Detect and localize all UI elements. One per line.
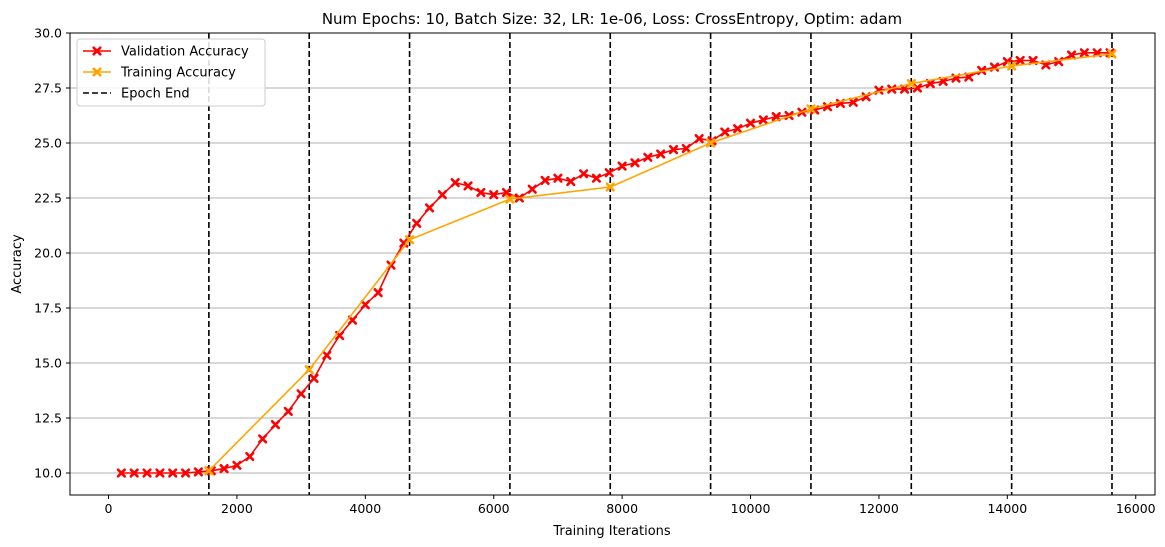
training-point-2 xyxy=(304,364,314,375)
axes-frame xyxy=(69,32,1156,496)
validation-point-45 xyxy=(681,143,691,154)
x-tick-label-4: 8000 xyxy=(606,501,638,516)
validation-point-20 xyxy=(360,300,370,310)
legend-validation-marker xyxy=(92,46,102,56)
y-tick-label-0: 10.0 xyxy=(34,466,62,481)
validation-point-51 xyxy=(758,115,768,125)
validation-point-14 xyxy=(283,406,293,417)
validation-point-6 xyxy=(180,468,191,478)
x-tick-label-7: 14000 xyxy=(987,501,1027,516)
validation-point-50 xyxy=(745,118,756,128)
validation-point-11 xyxy=(245,451,255,462)
validation-point-17 xyxy=(322,350,332,360)
validation-point-43 xyxy=(656,149,666,159)
validation-point-37 xyxy=(579,169,589,179)
x-tick-label-3: 6000 xyxy=(478,501,510,516)
validation-point-4 xyxy=(155,468,165,478)
y-tick-label-4: 20.0 xyxy=(34,246,62,261)
validation-point-16 xyxy=(309,373,319,384)
y-tick-label-3: 17.5 xyxy=(34,301,62,316)
validation-point-40 xyxy=(617,161,627,171)
validation-point-34 xyxy=(540,175,550,185)
validation-point-21 xyxy=(373,287,383,298)
training-point-7 xyxy=(806,104,816,114)
x-tick-label-2: 4000 xyxy=(349,501,381,516)
legend-box xyxy=(76,38,266,107)
y-tick-label-8: 30.0 xyxy=(34,26,62,41)
y-tick-label-1: 12.5 xyxy=(34,411,62,426)
validation-point-46 xyxy=(694,134,704,144)
validation-point-25 xyxy=(424,203,435,213)
validation-point-13 xyxy=(270,419,281,430)
validation-point-42 xyxy=(643,152,653,162)
validation-point-76 xyxy=(1079,48,1089,58)
validation-point-31 xyxy=(501,187,512,198)
legend-training-label: Training Accuracy xyxy=(120,66,236,81)
training-point-1 xyxy=(204,466,214,476)
y-tick-label-5: 22.5 xyxy=(34,191,62,206)
y-tick-label-6: 25.0 xyxy=(34,136,62,151)
y-axis-label: Accuracy xyxy=(10,234,25,294)
validation-point-9 xyxy=(219,463,229,474)
validation-point-28 xyxy=(463,181,473,191)
validation-point-52 xyxy=(771,112,781,122)
validation-point-12 xyxy=(258,434,268,444)
validation-point-48 xyxy=(720,127,730,137)
validation-point-41 xyxy=(630,158,640,168)
validation-point-8 xyxy=(206,466,216,476)
x-tick-label-0: 0 xyxy=(105,501,113,516)
x-tick-label-6: 12000 xyxy=(859,501,899,516)
plot-area: 0 2000 4000 6000 8000 10000 12000 14000 16000 10.… xyxy=(34,26,1156,517)
validation-point-67 xyxy=(964,72,974,82)
validation-point-27 xyxy=(450,178,460,188)
validation-point-36 xyxy=(566,176,576,187)
training-point-5 xyxy=(605,182,615,192)
validation-point-49 xyxy=(733,124,743,134)
x-axis-label: Training Iterations xyxy=(552,524,671,539)
validation-point-39 xyxy=(604,168,614,178)
validation-point-35 xyxy=(553,173,563,183)
validation-point-68 xyxy=(977,65,987,75)
x-tick-label-5: 10000 xyxy=(731,501,771,516)
validation-point-33 xyxy=(527,184,537,194)
validation-point-19 xyxy=(347,315,358,325)
training-point-10 xyxy=(1107,49,1117,59)
validation-point-30 xyxy=(489,190,499,200)
validation-point-29 xyxy=(476,187,486,198)
y-tick-label-2: 15.0 xyxy=(34,356,62,371)
x-tick-label-8: 16000 xyxy=(1116,501,1156,516)
validation-point-5 xyxy=(168,468,178,478)
validation-point-15 xyxy=(296,389,306,399)
x-tick-label-1: 2000 xyxy=(221,501,253,516)
validation-point-38 xyxy=(591,173,602,183)
validation-point-2 xyxy=(129,468,139,478)
training-accuracy-line xyxy=(208,53,1113,472)
validation-point-24 xyxy=(412,218,422,228)
training-point-4 xyxy=(505,194,515,204)
validation-point-7 xyxy=(193,467,204,477)
training-point-8 xyxy=(906,79,916,89)
chart-title: Num Epochs: 10, Batch Size: 32, LR: 1e-0… xyxy=(322,10,902,28)
training-point-9 xyxy=(1007,61,1017,71)
validation-point-10 xyxy=(232,460,242,470)
legend-epoch-end-label: Epoch End xyxy=(121,87,190,102)
validation-point-1 xyxy=(116,468,126,478)
legend: Validation Accuracy Training Accuracy Epoc… xyxy=(76,38,266,107)
validation-point-71 xyxy=(1015,55,1025,66)
validation-point-26 xyxy=(437,190,447,200)
training-point-6 xyxy=(705,138,716,148)
y-tick-label-7: 27.5 xyxy=(34,81,62,96)
validation-point-3 xyxy=(142,468,152,478)
validation-point-75 xyxy=(1066,50,1077,60)
validation-point-44 xyxy=(668,145,679,155)
validation-point-58 xyxy=(848,97,858,107)
legend-training-marker xyxy=(92,67,102,77)
legend-validation-label: Validation Accuracy xyxy=(121,45,249,60)
training-point-3 xyxy=(404,235,415,245)
